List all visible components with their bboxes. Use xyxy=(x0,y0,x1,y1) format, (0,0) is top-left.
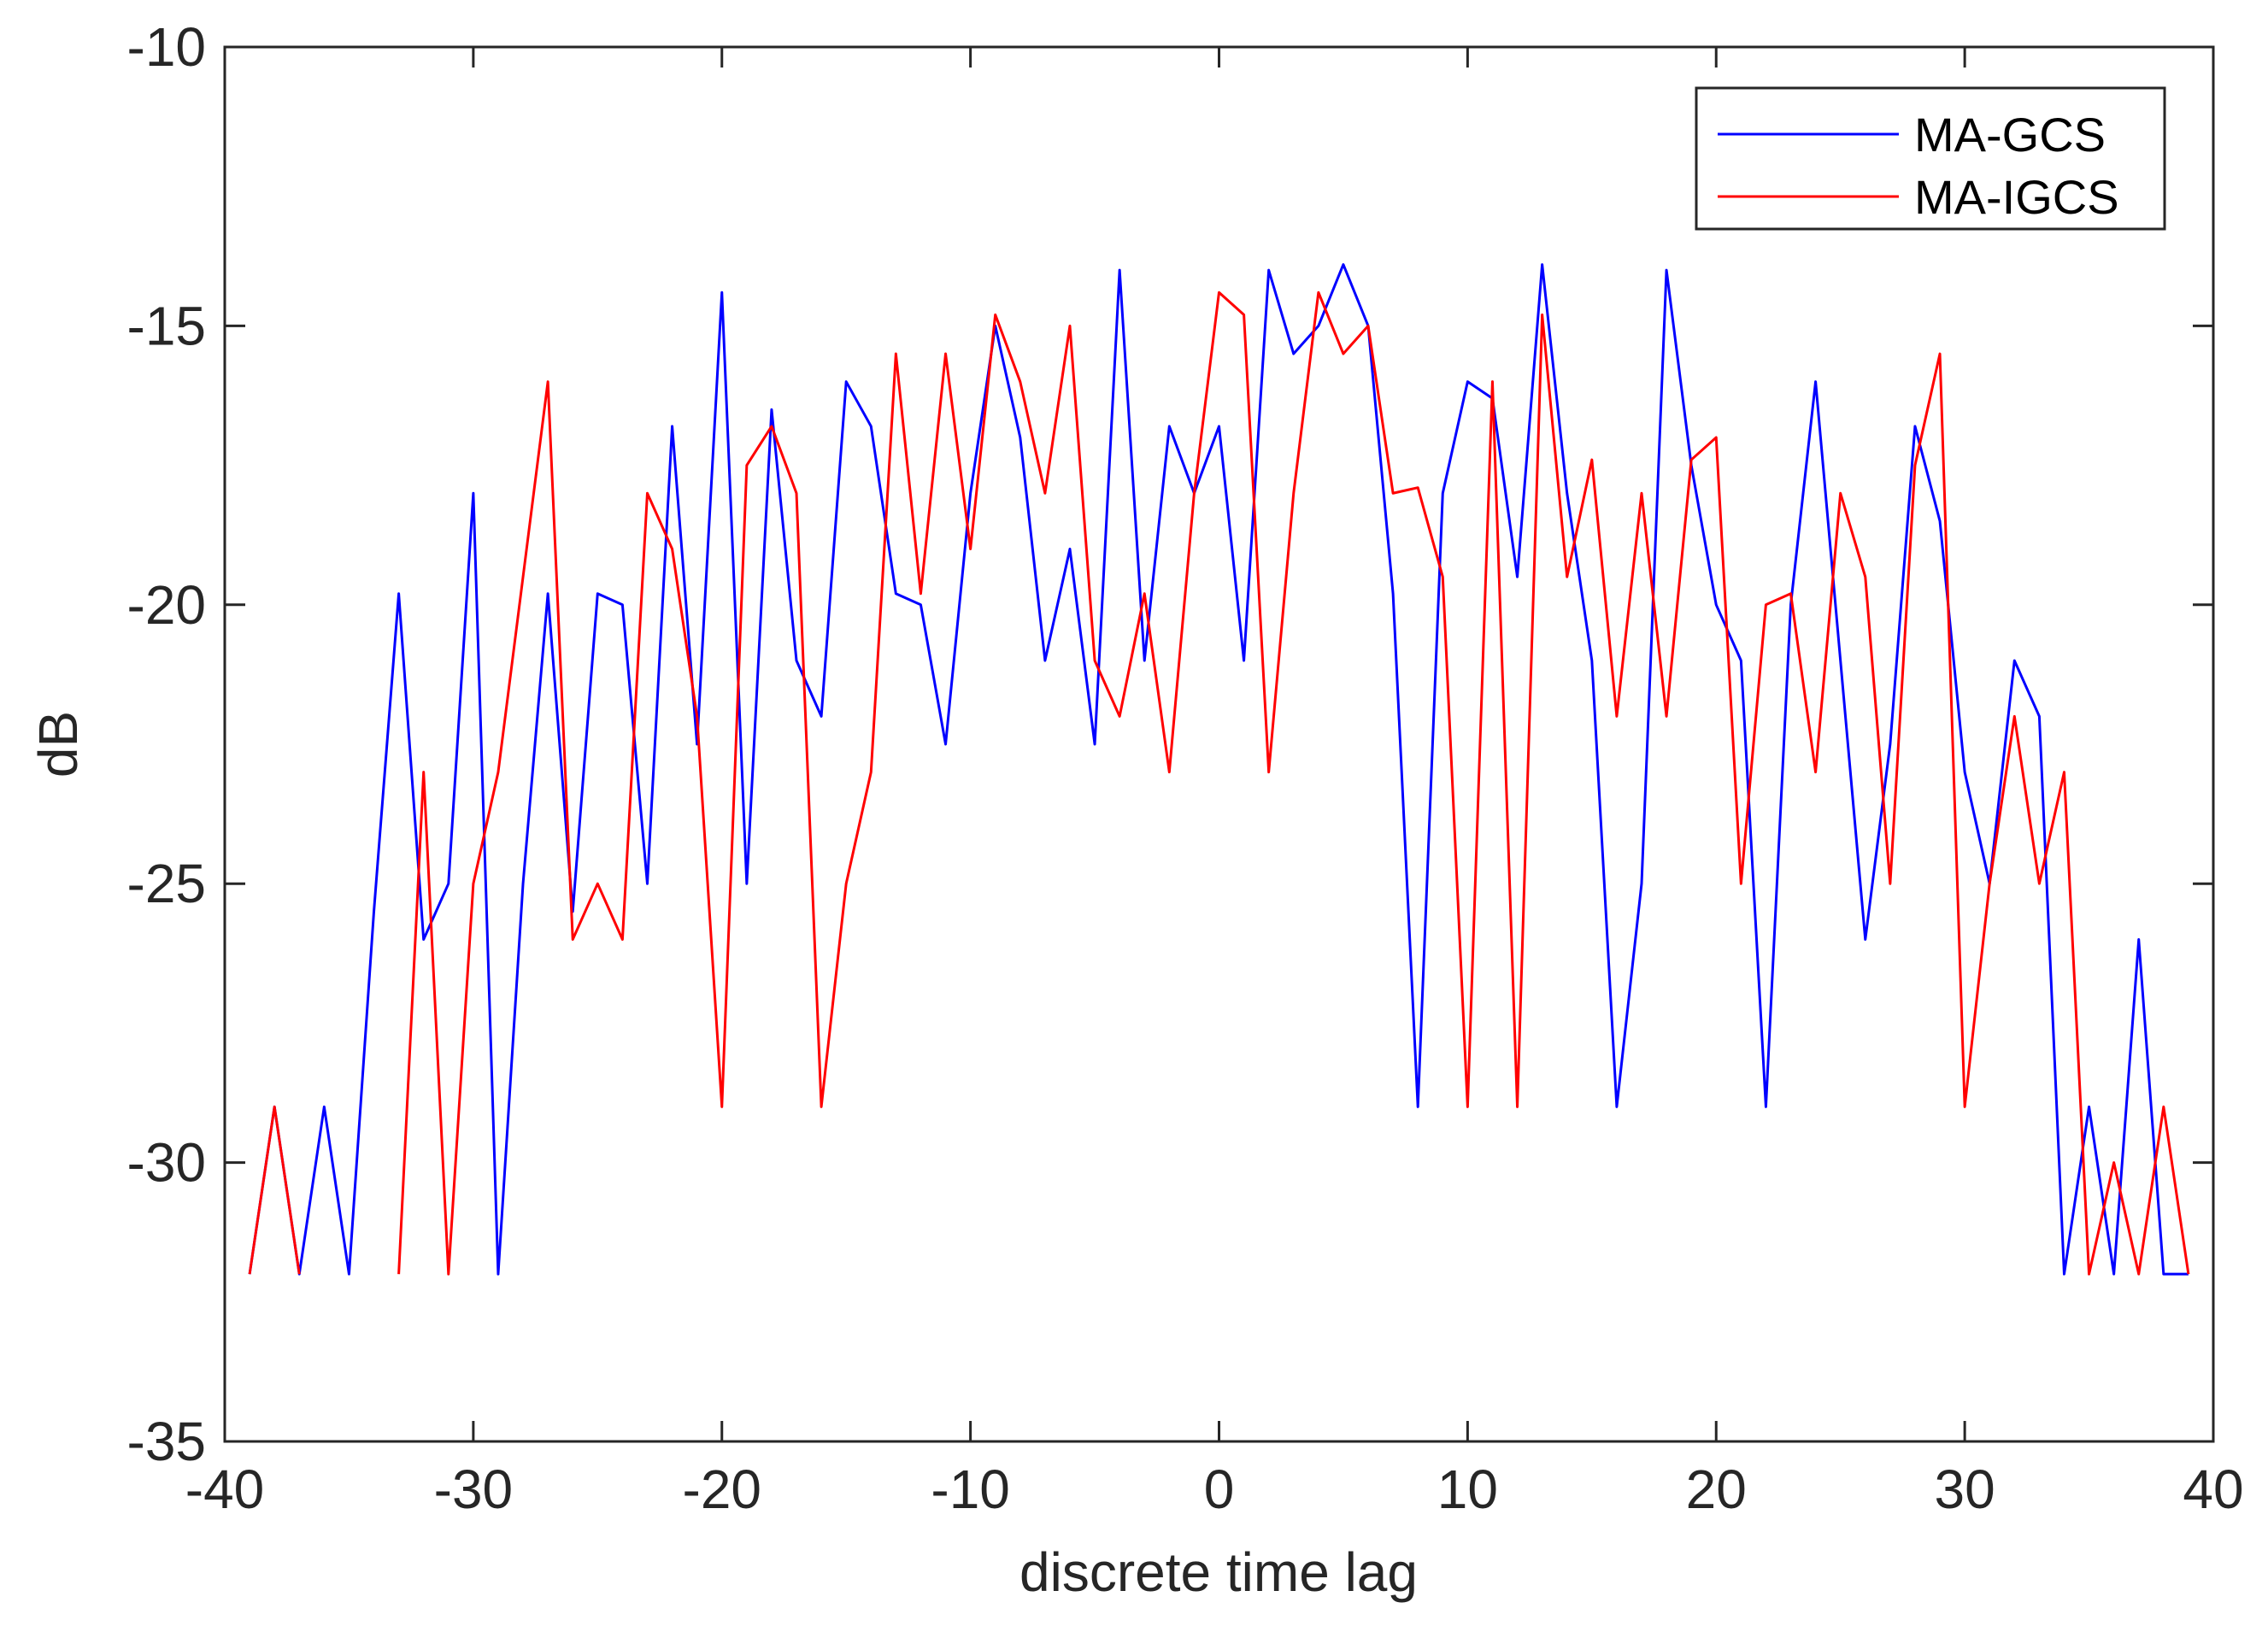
series-line-ma-igcs xyxy=(248,1105,301,1275)
x-tick-label: 30 xyxy=(1935,1459,1995,1520)
y-axis-ticks: -10 -15 -20 -25 -30 -35 xyxy=(127,16,2213,1472)
legend-label: MA-IGCS xyxy=(1914,170,2119,224)
y-tick-label: -15 xyxy=(127,295,207,356)
y-axis-label: dB xyxy=(27,711,89,778)
legend-label: MA-GCS xyxy=(1914,108,2106,161)
y-tick-label: -25 xyxy=(127,853,207,914)
y-tick-label: -35 xyxy=(127,1411,207,1472)
y-tick-label: -20 xyxy=(127,574,207,636)
plot-background xyxy=(225,47,2213,1441)
x-tick-label: 10 xyxy=(1437,1459,1498,1520)
x-axis-ticks: -40 -30 -20 -10 0 10 20 30 40 xyxy=(185,47,2244,1520)
x-tick-label: -30 xyxy=(434,1459,514,1520)
y-tick-label: -30 xyxy=(127,1132,207,1194)
x-tick-label: 40 xyxy=(2183,1459,2243,1520)
series-line-ma-igcs xyxy=(397,291,2190,1276)
x-tick-label: -40 xyxy=(185,1459,265,1520)
legend-box xyxy=(1695,86,2166,231)
legend: MA-GCS MA-IGCS xyxy=(1695,86,2166,231)
x-tick-label: 0 xyxy=(1204,1459,1235,1520)
x-tick-label: -10 xyxy=(931,1459,1010,1520)
x-axis-label: discrete time lag xyxy=(1019,1541,1418,1603)
series-layer xyxy=(248,263,2190,1276)
y-tick-label: -10 xyxy=(127,16,207,78)
x-tick-label: 20 xyxy=(1686,1459,1747,1520)
x-tick-label: -20 xyxy=(683,1459,762,1520)
